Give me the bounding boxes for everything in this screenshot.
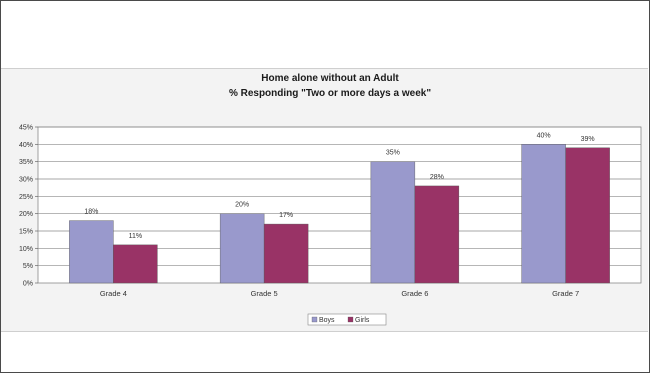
bar-girls-grade-6 <box>414 185 460 284</box>
data-label: 20% <box>235 202 249 209</box>
data-label: 35% <box>386 150 400 157</box>
legend-label: Girls <box>355 317 370 324</box>
bar-girls-grade-4 <box>113 244 158 284</box>
bars: 18% 11% 20% 17% 35% 28% 40% 39% <box>69 132 610 284</box>
bar-boys-grade-4 <box>69 220 114 284</box>
bar-girls-grade-5 <box>263 223 309 284</box>
bar-boys-grade-5 <box>219 213 265 284</box>
bar-boys-grade-7 <box>521 144 566 284</box>
y-axis: 0% 5% 10% 15% 20% 25% 30% 35% 40% 45% <box>19 125 38 288</box>
data-label: 11% <box>129 233 143 240</box>
y-tick-label: 40% <box>19 142 33 149</box>
bar-boys-grade-6 <box>370 161 416 284</box>
y-tick-label: 15% <box>19 229 33 236</box>
x-category-label: Grade 6 <box>401 289 428 298</box>
x-axis: Grade 4 Grade 5 Grade 6 Grade 7 <box>100 289 579 298</box>
legend-label: Boys <box>319 317 335 324</box>
y-tick-label: 45% <box>19 125 33 132</box>
chart-subtitle: % Responding "Two or more days a week" <box>229 88 431 99</box>
legend-box <box>307 313 387 326</box>
y-tick-label: 35% <box>19 159 33 166</box>
legend-swatch <box>347 316 354 323</box>
legend-swatch <box>311 316 318 323</box>
data-label: 17% <box>279 212 293 219</box>
y-tick-label: 30% <box>19 177 33 184</box>
bar-girls-grade-7 <box>565 147 610 284</box>
x-category-label: Grade 7 <box>552 289 579 298</box>
data-label: 40% <box>537 132 551 139</box>
data-label: 39% <box>581 136 595 143</box>
data-label: 28% <box>430 174 444 181</box>
y-tick-label: 5% <box>23 263 33 270</box>
x-category-label: Grade 4 <box>100 289 127 298</box>
y-tick-label: 10% <box>19 246 33 253</box>
y-tick-label: 0% <box>23 281 33 288</box>
y-tick-label: 20% <box>19 211 33 218</box>
y-tick-label: 25% <box>19 194 33 201</box>
chart-title: Home alone without an Adult <box>261 73 399 84</box>
legend: Boys Girls <box>307 313 387 326</box>
x-category-label: Grade 5 <box>251 289 278 298</box>
data-label: 18% <box>84 209 98 216</box>
